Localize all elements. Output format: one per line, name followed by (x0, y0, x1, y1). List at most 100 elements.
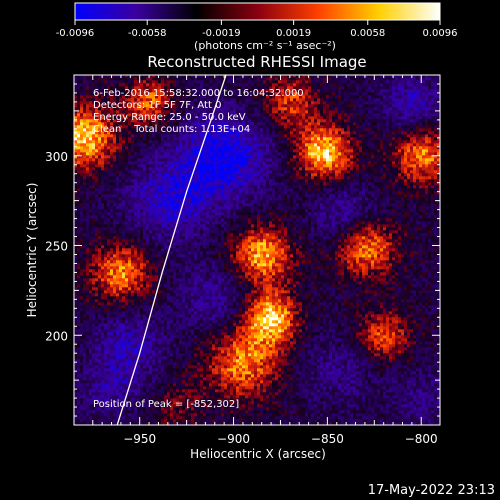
heatmap-cell (146, 263, 150, 267)
heatmap-cell (80, 317, 84, 321)
heatmap-cell (98, 377, 102, 381)
heatmap-cell (164, 353, 168, 357)
heatmap-cell (122, 113, 126, 117)
heatmap-cell (161, 170, 165, 174)
heatmap-cell (137, 131, 141, 135)
heatmap-cell (140, 329, 144, 333)
heatmap-cell (161, 299, 165, 303)
heatmap-cell (77, 158, 81, 162)
heatmap-cell (122, 353, 126, 357)
heatmap-cell (107, 167, 111, 171)
heatmap-cell (77, 311, 81, 315)
heatmap-cell (185, 413, 189, 417)
heatmap-cell (119, 371, 123, 375)
heatmap-cell (107, 323, 111, 327)
heatmap-cell (86, 75, 90, 78)
heatmap-cell (149, 410, 153, 414)
heatmap-cell (200, 377, 204, 381)
heatmap-cell (137, 380, 141, 384)
heatmap-cell (98, 278, 102, 282)
heatmap-cell (191, 164, 195, 168)
heatmap-cell (110, 416, 114, 420)
heatmap-cell (179, 371, 183, 375)
heatmap-cell (146, 392, 150, 396)
heatmap-cell (176, 140, 180, 144)
heatmap-cell (161, 191, 165, 195)
heatmap-cell (182, 185, 186, 189)
heatmap-cell (146, 164, 150, 168)
heatmap-cell (107, 380, 111, 384)
heatmap-cell (98, 422, 102, 425)
heatmap-cell (164, 401, 168, 405)
heatmap-cell (140, 407, 144, 411)
heatmap-cell (170, 98, 174, 102)
heatmap-cell (113, 173, 117, 177)
heatmap-cell (107, 314, 111, 318)
heatmap-cell (194, 134, 198, 138)
heatmap-cell (107, 80, 111, 84)
heatmap-cell (152, 194, 156, 198)
heatmap-cell (155, 179, 159, 183)
colorbar-ticks: -0.0096 -0.0058 -0.0019 0.0019 0.0058 0.0096 (56, 20, 458, 39)
heatmap-cell (134, 248, 138, 252)
heatmap-cell (116, 98, 120, 102)
heatmap-cell (179, 317, 183, 321)
heatmap-cell (101, 314, 105, 318)
heatmap-cell (101, 227, 105, 231)
heatmap-cell (95, 410, 99, 414)
heatmap-cell (179, 80, 183, 84)
heatmap-cell (134, 242, 138, 246)
heatmap-cell (134, 158, 138, 162)
heatmap-cell (137, 116, 141, 120)
heatmap-cell (119, 332, 123, 336)
heatmap-cell (113, 386, 117, 390)
heatmap-cell (185, 113, 189, 117)
heatmap-cell (158, 191, 162, 195)
heatmap-cell (128, 335, 132, 339)
heatmap-cell (104, 170, 108, 174)
heatmap-cell (128, 224, 132, 228)
heatmap-cell (92, 377, 96, 381)
heatmap-cell (122, 359, 126, 363)
heatmap-cell (158, 302, 162, 306)
heatmap-cell (137, 215, 141, 219)
heatmap-cell (140, 335, 144, 339)
heatmap-cell (158, 167, 162, 171)
heatmap-cell (188, 107, 192, 111)
heatmap-cell (164, 134, 168, 138)
heatmap-cell (197, 218, 201, 222)
heatmap-cell (116, 242, 120, 246)
heatmap-cell (188, 149, 192, 153)
heatmap-cell (164, 188, 168, 192)
heatmap-cell (134, 92, 138, 96)
heatmap-cell (191, 188, 195, 192)
heatmap-cell (110, 254, 114, 258)
heatmap-cell (74, 245, 78, 249)
heatmap-cell (98, 221, 102, 225)
heatmap-cell (125, 368, 129, 372)
heatmap-cell (140, 194, 144, 198)
heatmap-cell (83, 287, 87, 291)
heatmap-cell (134, 251, 138, 255)
heatmap-cell (143, 77, 147, 81)
heatmap-cell (122, 398, 126, 402)
heatmap-cell (98, 254, 102, 258)
heatmap-cell (104, 350, 108, 354)
heatmap-cell (152, 161, 156, 165)
heatmap-cell (167, 368, 171, 372)
heatmap-cell (83, 86, 87, 90)
heatmap-cell (116, 371, 120, 375)
heatmap-cell (116, 308, 120, 312)
heatmap-cell (182, 188, 186, 192)
heatmap-cell (119, 341, 123, 345)
heatmap-cell (164, 410, 168, 414)
heatmap-cell (146, 158, 150, 162)
heatmap-cell (119, 206, 123, 210)
heatmap-cell (107, 395, 111, 399)
heatmap-cell (194, 320, 198, 324)
heatmap-cell (197, 281, 201, 285)
heatmap-cell (119, 380, 123, 384)
heatmap-cell (194, 149, 198, 153)
heatmap-cell (188, 341, 192, 345)
heatmap-cell (170, 125, 174, 129)
